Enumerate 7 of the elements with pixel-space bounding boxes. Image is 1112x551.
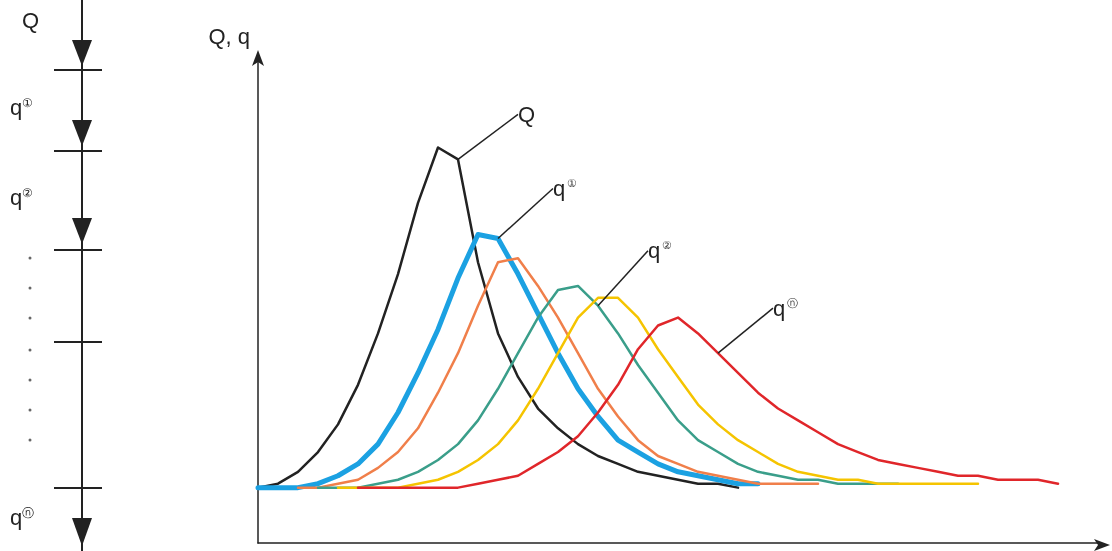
text: q$^{②}$ [10, 185, 34, 211]
y-axis-title: Q, q [208, 23, 250, 49]
text: q$^{①}$ [10, 95, 34, 121]
text: Q [22, 8, 40, 34]
text: qⓝ [773, 295, 799, 321]
text: Q [518, 101, 536, 127]
text: q$^{ⓝ}$ [10, 505, 35, 532]
